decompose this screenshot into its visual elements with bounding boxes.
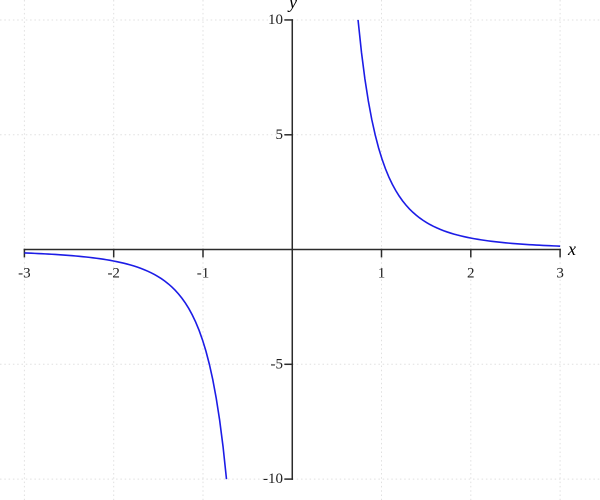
svg-text:10: 10: [268, 12, 283, 28]
svg-text:3: 3: [556, 266, 564, 282]
svg-text:-2: -2: [107, 266, 120, 282]
svg-text:1: 1: [378, 266, 386, 282]
svg-text:-1: -1: [197, 266, 210, 282]
svg-text:5: 5: [276, 127, 284, 143]
svg-text:-10: -10: [263, 471, 283, 487]
svg-text:-5: -5: [271, 356, 284, 372]
svg-text:x: x: [567, 239, 576, 259]
svg-text:y: y: [287, 0, 297, 12]
svg-text:2: 2: [467, 266, 475, 282]
svg-text:-3: -3: [18, 266, 31, 282]
